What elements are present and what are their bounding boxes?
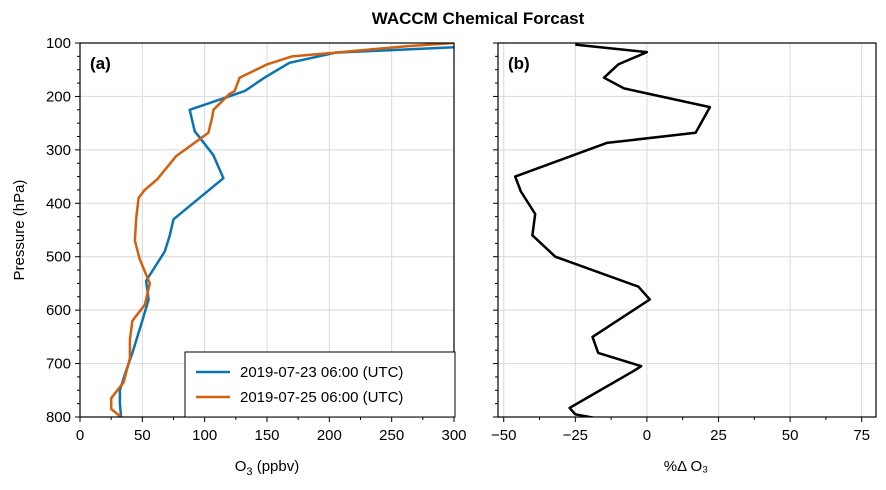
legend-label-2: 2019-07-25 06:00 (UTC) — [240, 389, 403, 406]
figure-title: WACCM Chemical Forcast — [372, 9, 585, 28]
series-group-0 — [109, 43, 454, 417]
y-tick-label: 200 — [46, 88, 71, 105]
grid-1 — [498, 42, 876, 418]
x-tick-label: 0 — [76, 427, 84, 444]
x-tick-label: 0 — [643, 427, 651, 444]
y-tick-label: 100 — [46, 35, 71, 52]
plot-frame-1 — [497, 42, 877, 418]
x-tick-label: 200 — [317, 427, 342, 444]
x-tick-label: 250 — [379, 427, 404, 444]
x-tick-label: 25 — [710, 427, 727, 444]
difference-line — [513, 43, 712, 417]
y-tick-label: 600 — [46, 302, 71, 319]
panel-b: −50 −25 0 25 50 75 (b) — [491, 42, 877, 444]
x-tick-label: 300 — [441, 427, 466, 444]
legend-box — [184, 351, 456, 418]
x-tick-label: 50 — [134, 427, 151, 444]
x-tick-label: 75 — [853, 427, 870, 444]
series-line-2 — [109, 43, 454, 417]
y-tick-label: 400 — [46, 195, 71, 212]
y-axis-label: Pressure (hPa) — [11, 180, 28, 281]
x-axis-label-b: %Δ O₃ — [664, 458, 708, 475]
x-tick-label: 150 — [254, 427, 279, 444]
legend: 2019-07-23 06:00 (UTC) 2019-07-25 06:00 (… — [184, 351, 456, 418]
panel-label-0: (a) — [90, 54, 111, 73]
y-tick-label: 300 — [46, 142, 71, 159]
x-tick-label: −25 — [563, 427, 588, 444]
x-axis-label-a: O3 (ppbv) — [235, 458, 299, 478]
y-tick-label: 500 — [46, 249, 71, 266]
y-tick-label: 700 — [46, 356, 71, 373]
panel-label-1: (b) — [508, 54, 530, 73]
x-tick-label: −50 — [491, 427, 516, 444]
legend-label-1: 2019-07-23 06:00 (UTC) — [240, 364, 403, 381]
x-tick-label: 50 — [782, 427, 799, 444]
x-axis-label-a-rest: (ppbv) — [253, 458, 300, 475]
x-tick-label: 100 — [192, 427, 217, 444]
series-group-1 — [513, 43, 712, 417]
y-tick-label: 800 — [46, 409, 71, 426]
x-axis-label-a-main: O — [235, 458, 247, 475]
x-axis-label-a-sub: 3 — [246, 466, 252, 478]
panel-a: 0 50 100 150 200 250 300 100 200 300 400 500 600 700 8… — [46, 35, 467, 444]
